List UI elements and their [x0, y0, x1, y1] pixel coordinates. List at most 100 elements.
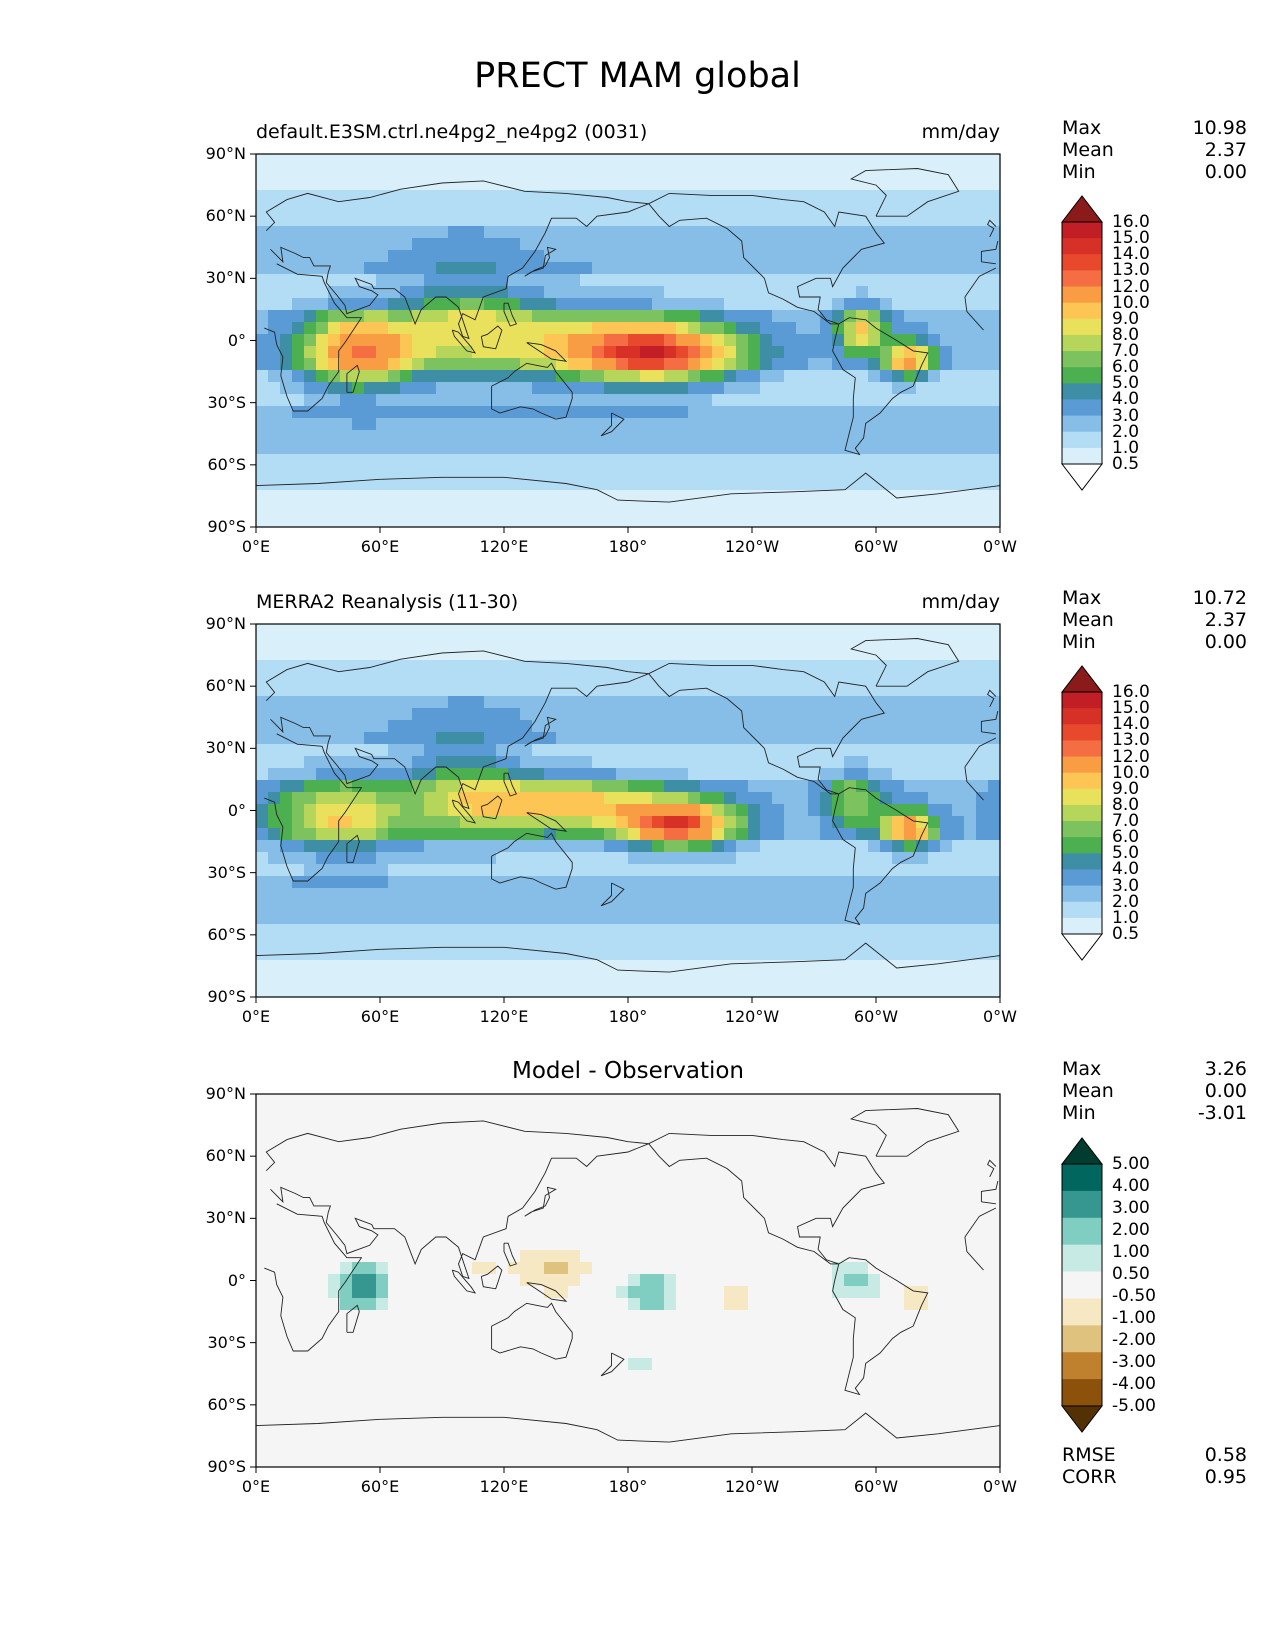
lon-tick-label: 0°W [983, 1007, 1017, 1026]
lon-tick-label: 0°E [241, 537, 271, 556]
lon-tick-label: 60°E [360, 537, 400, 556]
coastline [264, 263, 363, 412]
colorbar-swatch [1062, 837, 1102, 854]
colorbar-label: 8.0 [1112, 324, 1140, 345]
colorbar-label: 15.0 [1112, 228, 1150, 249]
model-stat-mean-value: 2.37 [1204, 139, 1247, 161]
coastline [503, 1242, 518, 1267]
colorbar-swatch [1062, 901, 1102, 919]
colorbar-swatch [1062, 318, 1102, 336]
lon-tick-label: 0°W [983, 1477, 1017, 1496]
colorbar-swatch [1062, 1271, 1102, 1299]
diff-stat-mean-label: Mean [1062, 1080, 1114, 1102]
coastline [526, 342, 568, 362]
coastline [491, 1302, 573, 1360]
colorbar-swatch [1062, 415, 1102, 433]
coastline [451, 1269, 477, 1294]
lat-tick-label: 90°S [207, 1457, 246, 1476]
colorbar-label: 10.0 [1112, 762, 1150, 783]
lat-tick-label: 90°N [205, 614, 246, 633]
obs-stat-mean-label: Mean [1062, 609, 1114, 631]
lat-tick-label: 60°N [205, 206, 246, 226]
colorbar-label: 0.5 [1112, 924, 1140, 944]
diff-stat-min-value: -3.01 [1197, 1102, 1247, 1124]
model-stat-min-value: 0.00 [1204, 161, 1247, 183]
colorbar-label: 12.0 [1112, 746, 1150, 767]
colorbar-swatch [1062, 286, 1102, 304]
coastline [503, 302, 518, 327]
coastline [451, 799, 477, 824]
diff-map [250, 1093, 1001, 1473]
colorbar-label: 16.0 [1112, 212, 1150, 232]
colorbar-label: 14.0 [1112, 714, 1150, 735]
lat-tick-label: 90°S [207, 517, 246, 536]
colorbar-label: -1.00 [1112, 1308, 1156, 1328]
lon-tick-label: 120°E [479, 1477, 529, 1496]
colorbar-label: 10.0 [1112, 292, 1150, 313]
diff-stat-min-label: Min [1062, 1102, 1096, 1124]
diff-stat-rmse-label: RMSE [1062, 1444, 1116, 1466]
colorbar-swatch [1062, 756, 1102, 774]
colorbar-label: 8.0 [1112, 794, 1140, 815]
colorbar-label: 16.0 [1112, 682, 1150, 702]
obs-colorbar [1060, 665, 1104, 961]
model-stat-min-label: Min [1062, 161, 1096, 183]
diff-stat-corr-label: CORR [1062, 1466, 1117, 1488]
coastline [526, 1282, 568, 1302]
coastline [987, 689, 997, 708]
lat-tick-label: 30°S [207, 862, 246, 882]
colorbar-label: -5.00 [1112, 1396, 1156, 1416]
model-map [250, 153, 1001, 533]
colorbar-swatch [1062, 853, 1102, 870]
colorbar-label: 5.0 [1112, 373, 1140, 394]
colorbar-label: 3.0 [1112, 405, 1140, 426]
diff-stat-corr-value: 0.95 [1204, 1466, 1247, 1488]
colorbar-label: 4.0 [1112, 389, 1140, 410]
lon-tick-label: 180° [608, 537, 648, 556]
colorbar-label: 6.0 [1112, 357, 1140, 378]
model-stat-max-label: Max [1062, 117, 1102, 139]
colorbar-swatch [1062, 804, 1102, 822]
obs-panel-title: MERRA2 Reanalysis (11-30) [256, 591, 519, 613]
colorbar-label: 3.0 [1112, 875, 1140, 896]
colorbar-label: 0.50 [1112, 1264, 1150, 1284]
coastline [980, 710, 999, 732]
colorbar-swatch [1062, 1352, 1102, 1380]
colorbar-label: 9.0 [1112, 308, 1140, 329]
colorbar-swatch [1062, 708, 1102, 725]
colorbar-swatch [1062, 1164, 1102, 1192]
figure-title: PRECT MAM global [474, 56, 801, 96]
lon-tick-label: 120°E [479, 537, 529, 556]
colorbar-swatch [1062, 383, 1102, 400]
model-stat-mean-label: Mean [1062, 139, 1114, 161]
colorbar-swatch [1062, 431, 1102, 449]
lat-tick-label: 30°N [205, 268, 246, 288]
lat-tick-label: 30°S [207, 1332, 246, 1352]
obs-stat-max-label: Max [1062, 587, 1102, 609]
coastline [265, 180, 649, 340]
colorbar-swatch [1062, 351, 1102, 368]
lat-tick-label: 90°S [207, 987, 246, 1006]
colorbar-label: 12.0 [1112, 276, 1150, 297]
diff-stat-mean-value: 0.00 [1204, 1080, 1247, 1102]
coastline [491, 362, 573, 420]
colorbar-label: 7.0 [1112, 341, 1140, 362]
coastline [346, 1304, 360, 1333]
coastline [980, 1180, 999, 1202]
colorbar-swatch [1062, 222, 1102, 239]
coastline [832, 317, 929, 456]
coastline [255, 472, 1001, 503]
obs-stat-min-label: Min [1062, 631, 1096, 653]
coastline [480, 325, 503, 350]
colorbar-swatch [1062, 270, 1102, 288]
colorbar-swatch [1062, 1244, 1102, 1273]
lat-tick-label: 0° [227, 800, 246, 820]
colorbar-label: 1.00 [1112, 1242, 1150, 1262]
lon-tick-label: 120°E [479, 1007, 529, 1026]
lat-tick-label: 30°N [205, 1208, 246, 1228]
model-units: mm/day [921, 121, 1000, 143]
coastline [600, 1352, 625, 1377]
colorbar-label: -4.00 [1112, 1374, 1156, 1394]
coastline [648, 192, 886, 325]
